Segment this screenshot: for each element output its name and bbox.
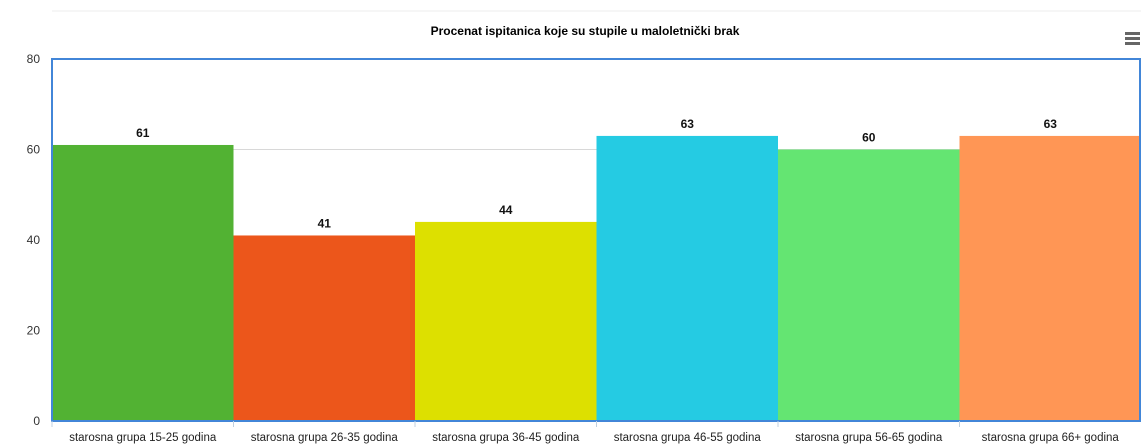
bars	[52, 135, 1141, 422]
x-category-label: starosna grupa 66+ godina	[982, 432, 1120, 444]
data-labels: 61 41 44 63 60 63	[136, 117, 1057, 231]
x-axis-categories: starosna grupa 15-25 godina starosna grup…	[51, 421, 1120, 444]
bar	[233, 235, 415, 421]
y-tick-label: 20	[27, 324, 41, 338]
bar	[959, 135, 1141, 422]
y-tick-label: 40	[27, 233, 41, 247]
data-label: 63	[1044, 117, 1058, 131]
data-label: 44	[499, 203, 513, 217]
bar	[778, 149, 960, 421]
y-tick-label: 0	[33, 414, 40, 428]
data-label: 63	[681, 117, 695, 131]
chart-title: Procenat ispitanica koje su stupile u ma…	[431, 24, 740, 38]
x-category-label: starosna grupa 46-55 godina	[614, 432, 762, 444]
bar	[52, 144, 234, 421]
x-category-label: starosna grupa 56-65 godina	[795, 432, 943, 444]
bar	[415, 221, 597, 421]
data-label: 41	[318, 216, 332, 230]
bar	[596, 135, 778, 422]
y-axis-ticks: 0 20 40 60 80	[27, 52, 41, 428]
x-category-label: starosna grupa 15-25 godina	[69, 432, 217, 444]
data-label: 61	[136, 126, 150, 140]
x-category-label: starosna grupa 36-45 godina	[432, 432, 580, 444]
y-tick-label: 60	[27, 143, 41, 157]
x-category-label: starosna grupa 26-35 godina	[251, 432, 399, 444]
data-label: 60	[862, 131, 876, 145]
hamburger-menu-icon[interactable]	[1122, 30, 1140, 46]
y-tick-label: 80	[27, 52, 41, 66]
